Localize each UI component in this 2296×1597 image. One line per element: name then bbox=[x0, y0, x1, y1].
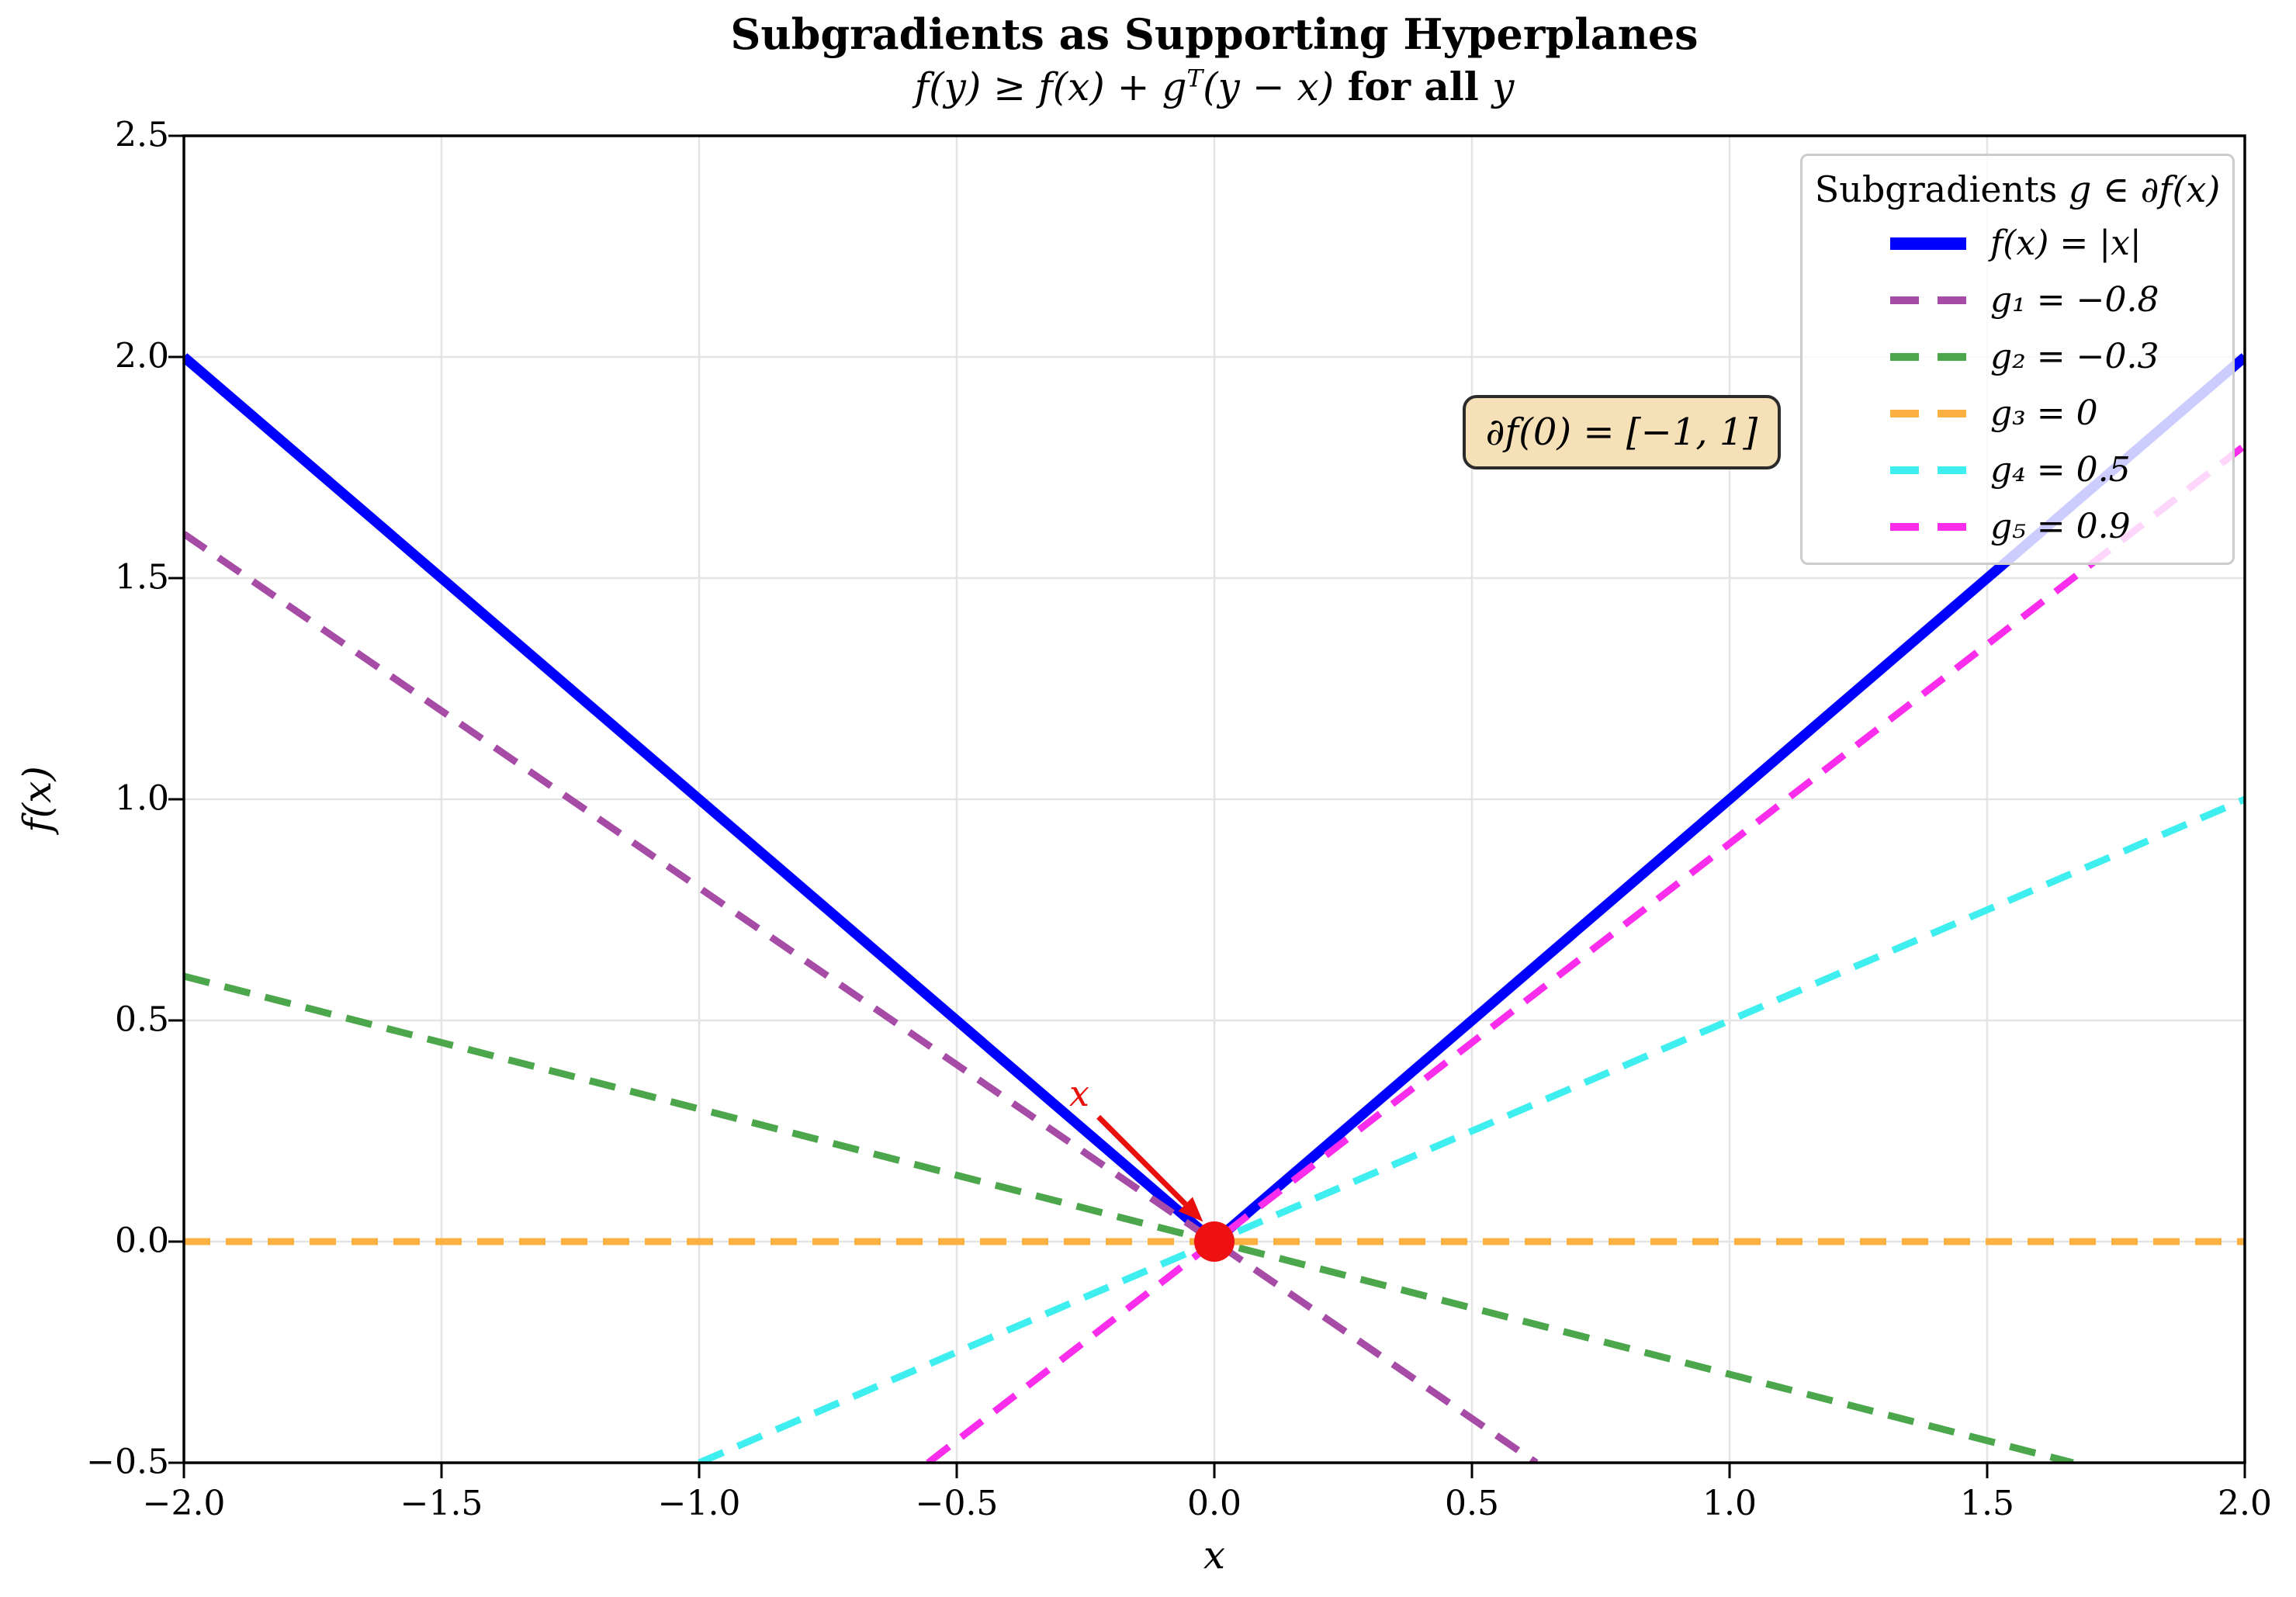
y-tick-label: 2.5 bbox=[115, 115, 169, 155]
legend-item-1: g₁ = −0.8 bbox=[1803, 272, 2232, 328]
legend-line-sample bbox=[1890, 237, 1966, 250]
chart-subtitle: f(y) ≥ f(x) + gT(y − x) for all y bbox=[184, 64, 2245, 109]
legend-item-label: g₅ = 0.9 bbox=[1990, 507, 2131, 546]
annotation-arrow-head bbox=[1178, 1197, 1203, 1222]
subtitle-math-3: y bbox=[1492, 64, 1515, 109]
series-line-4 bbox=[698, 795, 2245, 1463]
legend-item-5: g₅ = 0.9 bbox=[1803, 498, 2232, 555]
x-tick-label: −1.0 bbox=[657, 1484, 741, 1523]
legend-line-sample bbox=[1890, 409, 1966, 417]
x-axis-label: x bbox=[1203, 1533, 1226, 1578]
legend-title-math: g ∈ ∂f(x) bbox=[2068, 168, 2221, 210]
origin-point bbox=[1194, 1221, 1235, 1262]
x-tick-label: −1.5 bbox=[400, 1484, 483, 1523]
y-tick-label: 1.0 bbox=[115, 778, 169, 819]
legend-item-label: g₁ = −0.8 bbox=[1990, 280, 2159, 320]
legend-line-sample bbox=[1890, 296, 1966, 304]
legend-line-sample bbox=[1890, 466, 1966, 474]
x-tick-label: 0.0 bbox=[1187, 1484, 1242, 1523]
x-tick-label: 1.5 bbox=[1960, 1484, 2014, 1523]
annotation-arrow-shaft bbox=[1096, 1114, 1188, 1207]
series-line-1 bbox=[184, 531, 1539, 1463]
x-tick-label: −2.0 bbox=[142, 1484, 226, 1523]
point-x-label: x bbox=[1069, 1072, 1090, 1115]
legend-item-3: g₃ = 0 bbox=[1803, 385, 2232, 442]
legend-item-label: g₃ = 0 bbox=[1990, 393, 2098, 433]
y-tick-label: −0.5 bbox=[86, 1442, 169, 1482]
legend-item-label: g₄ = 0.5 bbox=[1990, 450, 2131, 490]
legend-item-4: g₄ = 0.5 bbox=[1803, 442, 2232, 498]
legend-item-label: f(x) = |x| bbox=[1990, 223, 2142, 263]
subtitle-for-all: for all bbox=[1334, 64, 1493, 109]
legend-title: Subgradients g ∈ ∂f(x) bbox=[1803, 168, 2232, 210]
legend-item-2: g₂ = −0.3 bbox=[1803, 328, 2232, 385]
series-line-5 bbox=[926, 442, 2245, 1463]
legend-items: f(x) = |x| g₁ = −0.8 g₂ = −0.3 g₃ = 0 g₄ = 0… bbox=[1803, 215, 2232, 555]
x-tick-label: 0.5 bbox=[1445, 1484, 1499, 1523]
legend-title-plain: Subgradients bbox=[1814, 168, 2069, 210]
subtitle-superscript-T: T bbox=[1186, 64, 1203, 93]
x-tick-label: 1.0 bbox=[1702, 1484, 1757, 1523]
subtitle-math-1: f(y) ≥ f(x) + g bbox=[914, 64, 1187, 109]
subtitle-math-2: (y − x) bbox=[1203, 64, 1335, 109]
subdifferential-annotation: ∂f(0) = [−1, 1] bbox=[1462, 394, 1782, 469]
y-tick-label: 2.0 bbox=[115, 336, 169, 376]
legend-line-sample bbox=[1890, 352, 1966, 361]
series-line-2 bbox=[184, 972, 2074, 1463]
chart-title: Subgradients as Supporting Hyperplanes bbox=[730, 9, 1699, 59]
x-tick-label: 2.0 bbox=[2218, 1484, 2272, 1523]
y-tick-label: 0.5 bbox=[115, 999, 169, 1040]
legend-line-sample bbox=[1890, 522, 1966, 531]
legend-item-0: f(x) = |x| bbox=[1803, 215, 2232, 272]
legend: Subgradients g ∈ ∂f(x) f(x) = |x| g₁ = −0… bbox=[1800, 154, 2235, 565]
legend-item-label: g₂ = −0.3 bbox=[1990, 337, 2159, 376]
y-tick-label: 0.0 bbox=[115, 1221, 169, 1261]
y-tick-label: 1.5 bbox=[115, 557, 169, 598]
x-tick-label: −0.5 bbox=[915, 1484, 999, 1523]
